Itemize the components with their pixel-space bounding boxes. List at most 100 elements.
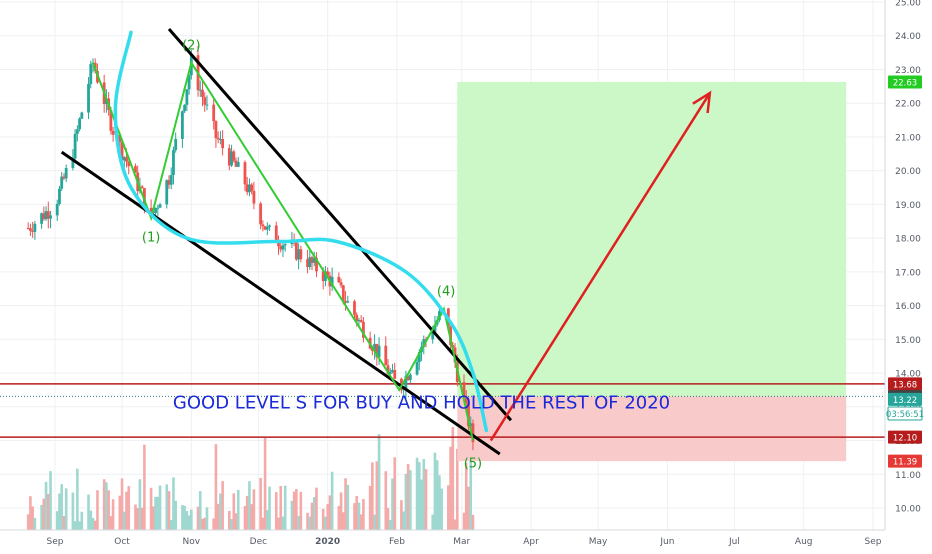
volume-bar — [230, 519, 233, 530]
candle-body — [355, 314, 359, 322]
volume-bar — [185, 511, 189, 530]
candle-body — [294, 242, 298, 260]
volume-bar — [299, 491, 303, 530]
volume-bar — [134, 504, 137, 530]
annotation-text: GOOD LEVEL S FOR BUY AND HOLD THE REST O… — [173, 392, 670, 413]
volume-bar — [156, 496, 160, 530]
volume-bar — [228, 510, 231, 530]
price-tick-label: 19.00 — [895, 201, 921, 211]
candle-body — [377, 345, 381, 358]
candle-body — [218, 139, 222, 141]
volume-bar — [464, 462, 468, 530]
volume-bar — [346, 484, 350, 530]
volume-bar — [330, 471, 334, 530]
candle-body — [326, 271, 330, 276]
volume-bar — [154, 496, 157, 530]
volume-bar — [221, 481, 224, 530]
candle-body — [185, 89, 189, 105]
drawings — [60, 27, 712, 456]
time-tick-label: May — [589, 537, 608, 547]
candle-body — [214, 121, 218, 139]
price-badge-label: 12.10 — [893, 434, 917, 444]
candle-body — [279, 246, 283, 250]
time-tick-label: Mar — [453, 537, 470, 547]
candle-body — [339, 282, 343, 286]
candle-body — [46, 211, 50, 219]
volume-bar — [471, 514, 475, 530]
volume-bar — [362, 499, 365, 530]
volume-bar — [125, 491, 128, 530]
price-tick-label: 20.00 — [895, 167, 921, 177]
volume-bar — [393, 457, 397, 530]
candle-body — [221, 139, 225, 149]
candle-body — [406, 376, 410, 381]
volume-bar — [433, 452, 437, 530]
price-tick-label: 11.00 — [895, 471, 921, 481]
volume-bar — [259, 477, 262, 530]
candle-body — [306, 259, 309, 268]
volume-bar — [219, 493, 222, 530]
candle-body — [26, 228, 30, 230]
candle-body — [344, 300, 347, 303]
price-badge-label: 03:56:51 — [886, 410, 924, 420]
candle-body — [227, 148, 231, 166]
candle-body — [330, 276, 334, 287]
volume-bar — [89, 510, 93, 530]
candle-body — [203, 97, 207, 105]
volume-bar — [281, 516, 285, 530]
volume-bar — [261, 517, 265, 530]
price-tick-label: 25.00 — [895, 0, 921, 9]
candle-body — [234, 160, 238, 167]
candle-body — [467, 402, 470, 427]
target-arrow — [489, 92, 711, 442]
candle-body — [42, 213, 46, 220]
volume-bar — [196, 506, 200, 530]
volume-bar — [216, 503, 220, 530]
volume-bar — [368, 485, 372, 530]
volume-bar — [174, 500, 177, 530]
volume-bar — [283, 485, 287, 530]
volume-bar — [245, 496, 249, 530]
candle-body — [216, 138, 220, 140]
candle-body — [122, 157, 126, 161]
candle-body — [174, 138, 178, 151]
candle-body — [232, 151, 236, 161]
volume-bar — [404, 473, 408, 530]
volume-bar — [449, 446, 452, 530]
candle-body — [169, 175, 173, 185]
volume-bar — [214, 444, 218, 530]
candle-body — [44, 211, 48, 220]
candle-body — [321, 271, 325, 281]
candle-body — [312, 257, 316, 263]
candle-body — [31, 230, 35, 232]
volume-bar — [326, 504, 329, 530]
volume-bar — [355, 495, 359, 530]
candle-body — [180, 111, 184, 139]
volume-bar — [409, 470, 412, 530]
volume-bar — [377, 434, 381, 530]
volume-bar — [297, 515, 300, 530]
candle-body — [417, 352, 421, 363]
volume-bar — [402, 511, 405, 530]
candle-body — [337, 276, 341, 283]
wave-labels: (1) (2) (4) (5) — [142, 38, 482, 471]
candle-body — [198, 89, 202, 91]
candle-body — [201, 89, 204, 98]
candle-body — [308, 257, 312, 268]
candle-body — [388, 371, 392, 375]
time-tick-label: Sep — [47, 537, 64, 547]
volume-bar — [312, 497, 316, 530]
price-tick-label: 15.00 — [895, 336, 921, 346]
volume-bar — [33, 517, 37, 530]
price-badge — [887, 406, 923, 421]
candle-body — [187, 75, 191, 90]
volume-bar — [234, 513, 238, 530]
candle-body — [156, 207, 160, 209]
volume-bars — [26, 426, 475, 530]
candle-body — [324, 271, 327, 281]
candle-body — [149, 207, 153, 212]
volume-bar — [111, 499, 115, 530]
volume-bar — [149, 487, 153, 530]
candle-body — [263, 226, 267, 230]
